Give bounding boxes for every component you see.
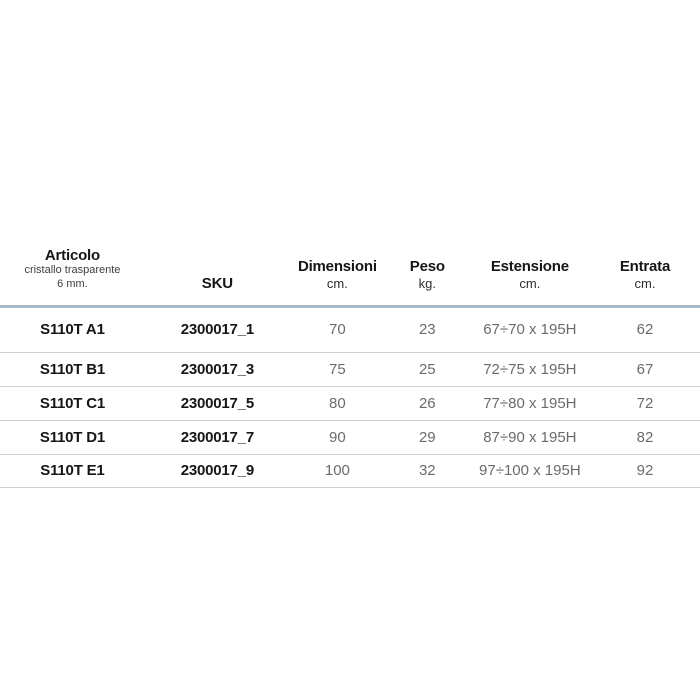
cell-estensione: 72÷75 x 195H (483, 360, 577, 378)
cell-dimensioni: 100 (324, 462, 350, 480)
cell-sku: 2300017_1 (180, 321, 254, 339)
articolo-header-thickness: 6 mm. (57, 278, 88, 290)
cell-articolo: S110T A1 (40, 321, 105, 339)
entrata-header-unit: cm. (634, 276, 656, 292)
estensione-header-unit: cm. (519, 276, 541, 292)
articolo-header-subtitle: cristallo trasparente (24, 264, 121, 277)
table-header-row: Articolo cristallo trasparente 6 mm. SKU… (0, 247, 700, 308)
cell-sku: 2300017_7 (180, 428, 254, 446)
dimensioni-header-title: Dimensioni (297, 257, 377, 275)
cell-peso: 23 (418, 321, 436, 339)
cell-entrata: 72 (636, 394, 654, 412)
peso-header-unit: kg. (418, 276, 436, 292)
table-row: S110T A1 2300017_1 70 23 67÷70 x 195H 62 (0, 308, 700, 353)
cell-peso: 32 (418, 462, 436, 480)
table-row: S110T D1 2300017_7 90 29 87÷90 x 195H 82 (0, 421, 700, 455)
cell-peso: 29 (418, 428, 436, 446)
cell-dimensioni: 90 (329, 428, 346, 446)
column-header-articolo: Articolo cristallo trasparente 6 mm. (0, 247, 145, 292)
cell-sku: 2300017_5 (180, 394, 254, 412)
column-header-entrata: Entrata cm. (590, 258, 700, 292)
cell-peso: 25 (418, 360, 436, 378)
cell-articolo: S110T C1 (39, 394, 105, 412)
table-row: S110T E1 2300017_9 100 32 97÷100 x 195H … (0, 455, 700, 488)
cell-estensione: 97÷100 x 195H (479, 462, 581, 480)
cell-entrata: 92 (636, 462, 654, 480)
table-body: S110T A1 2300017_1 70 23 67÷70 x 195H 62… (0, 308, 700, 488)
cell-estensione: 67÷70 x 195H (483, 321, 577, 339)
sku-header-title: SKU (201, 274, 233, 292)
cell-peso: 26 (418, 394, 436, 412)
column-header-peso: Peso kg. (385, 258, 470, 292)
cell-dimensioni: 75 (329, 360, 346, 378)
cell-entrata: 62 (636, 321, 654, 339)
cell-estensione: 87÷90 x 195H (483, 428, 577, 446)
cell-entrata: 82 (636, 428, 654, 446)
cell-dimensioni: 80 (329, 394, 346, 412)
estensione-header-title: Estensione (490, 257, 569, 275)
entrata-header-title: Entrata (619, 257, 671, 275)
peso-header-title: Peso (409, 257, 445, 275)
cell-entrata: 67 (636, 360, 654, 378)
cell-articolo: S110T E1 (40, 462, 105, 480)
cell-articolo: S110T D1 (39, 428, 105, 446)
cell-dimensioni: 70 (329, 321, 346, 339)
column-header-sku: SKU (145, 275, 290, 292)
dimensioni-header-unit: cm. (326, 276, 348, 292)
column-header-estensione: Estensione cm. (470, 258, 590, 292)
table-row: S110T C1 2300017_5 80 26 77÷80 x 195H 72 (0, 387, 700, 421)
cell-articolo: S110T B1 (39, 360, 105, 378)
cell-sku: 2300017_3 (180, 360, 254, 378)
column-header-dimensioni: Dimensioni cm. (290, 258, 385, 292)
cell-sku: 2300017_9 (180, 462, 254, 480)
articolo-header-title: Articolo (44, 247, 100, 264)
cell-estensione: 77÷80 x 195H (483, 394, 577, 412)
table-row: S110T B1 2300017_3 75 25 72÷75 x 195H 67 (0, 353, 700, 387)
product-spec-table: Articolo cristallo trasparente 6 mm. SKU… (0, 247, 700, 488)
